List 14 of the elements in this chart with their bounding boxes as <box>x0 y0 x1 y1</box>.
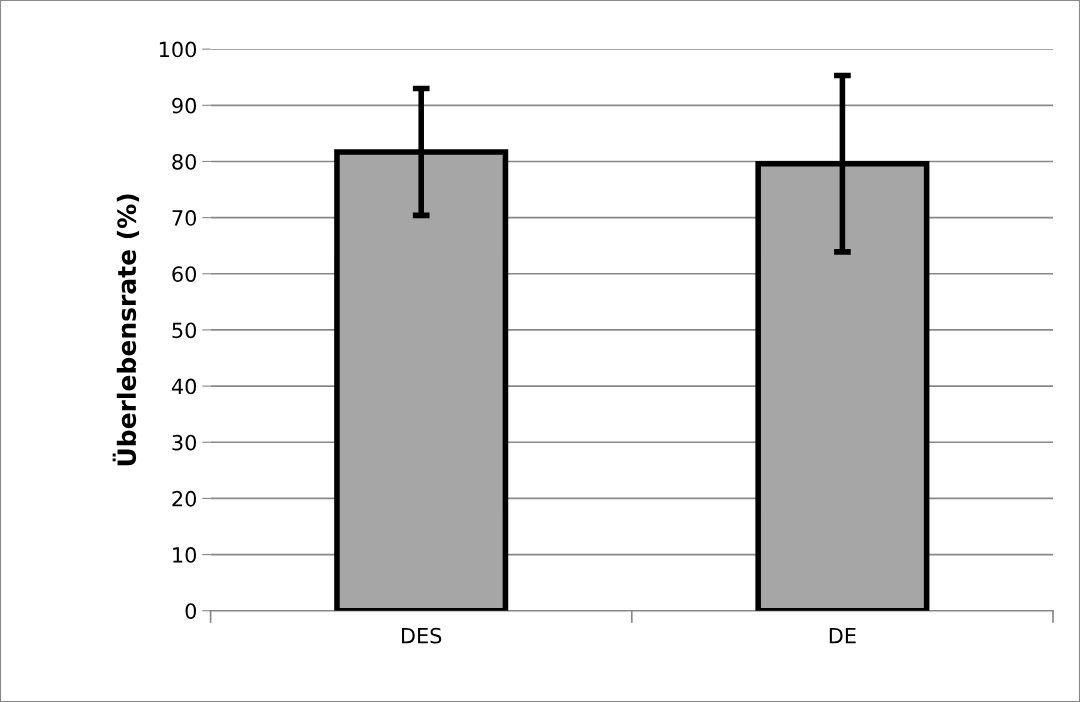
y-tick-label: 70 <box>172 210 197 226</box>
y-axis-title: Überlebensrate (%) <box>112 194 140 466</box>
x-tick-label: DES <box>402 627 442 644</box>
y-tick-label: 30 <box>172 434 197 451</box>
y-tick-label: 100 <box>159 41 197 58</box>
y-tick-label: 10 <box>173 547 197 563</box>
y-tick-label: 0 <box>185 603 197 619</box>
y-tick-label: 90 <box>172 97 197 114</box>
x-tick-label: DE <box>829 628 856 644</box>
y-tick-label: 50 <box>172 322 197 339</box>
y-tick-label: 40 <box>171 378 197 395</box>
y-tick-label: 20 <box>172 490 197 507</box>
y-tick-label: 80 <box>172 153 197 170</box>
y-tick-label: 60 <box>172 266 197 282</box>
